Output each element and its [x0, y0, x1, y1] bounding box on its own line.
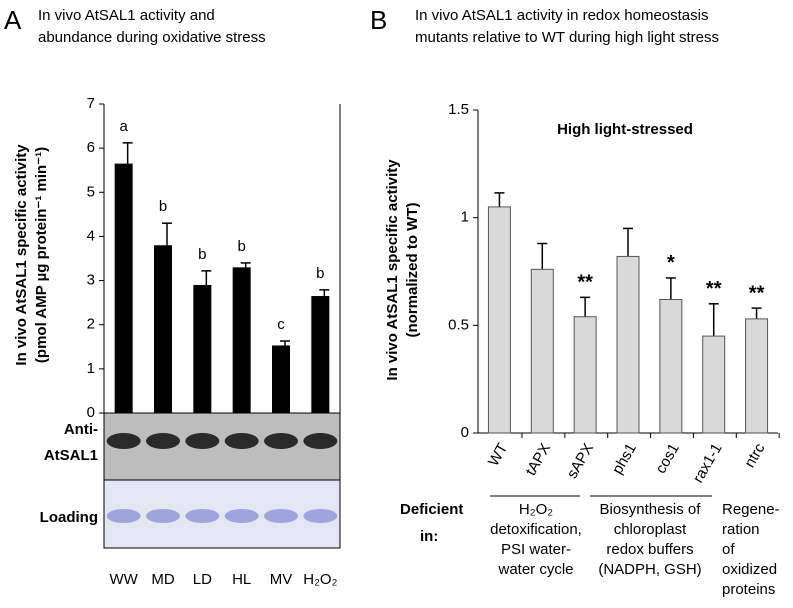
y-tick-label: 4	[87, 227, 95, 244]
group-label: H₂O₂	[519, 501, 553, 518]
blot-band	[106, 433, 141, 449]
significance-label: **	[749, 282, 765, 304]
panel-label: A	[4, 5, 22, 35]
panel-title: In vivo AtSAL1 activity in redox homeost…	[415, 7, 708, 24]
loading-band	[106, 509, 141, 523]
x-tick-label: H₂O₂	[303, 571, 337, 588]
x-tick-label: MV	[270, 571, 293, 588]
bar	[272, 345, 290, 413]
x-tick-label: cos1	[652, 440, 683, 476]
y-tick-label: 0.5	[448, 316, 469, 333]
blot-band	[224, 433, 259, 449]
x-tick-label: phs1	[609, 440, 640, 477]
group-label: of	[722, 541, 735, 558]
x-tick-label: LD	[193, 571, 212, 588]
x-tick-label: HL	[232, 571, 251, 588]
group-label: proteins	[722, 581, 775, 598]
loading-band	[224, 509, 259, 523]
group-label: ration	[722, 521, 760, 538]
blot-band	[185, 433, 220, 449]
bar	[154, 245, 172, 413]
group-label: PSI water-	[501, 541, 571, 558]
bar	[659, 298, 683, 434]
bar	[193, 284, 212, 413]
bar	[616, 255, 640, 434]
loading-band	[146, 509, 180, 523]
group-label: detoxification,	[490, 521, 582, 538]
x-tick-label: sAPX	[564, 440, 597, 481]
y-tick-label: 7	[87, 95, 95, 112]
bar	[702, 335, 726, 434]
significance-label: c	[277, 316, 285, 333]
x-tick-label: tAPX	[522, 440, 554, 478]
y-tick-label: 1	[461, 209, 469, 226]
bar	[232, 267, 251, 413]
y-axis-label: (normalized to WT)	[404, 203, 421, 338]
blot-label: Loading	[40, 509, 98, 526]
significance-label: *	[667, 252, 675, 274]
significance-label: b	[159, 198, 167, 215]
x-tick-label: WT	[485, 440, 511, 469]
group-label: oxidized	[722, 561, 777, 578]
y-axis-label: (pmol AMP µg protein⁻¹ min⁻¹)	[33, 147, 50, 363]
loading-band	[264, 509, 298, 523]
bar	[311, 296, 330, 413]
blot-band	[146, 433, 180, 449]
group-label: Regene-	[722, 501, 780, 518]
significance-label: **	[706, 278, 722, 300]
inner-title: High light-stressed	[557, 121, 693, 138]
bar	[114, 163, 133, 413]
y-tick-label: 1	[87, 360, 95, 377]
y-tick-label: 0	[461, 424, 469, 441]
group-label: redox buffers	[606, 541, 693, 558]
x-tick-label: WW	[110, 571, 139, 588]
group-label: water cycle	[497, 561, 573, 578]
significance-label: **	[577, 272, 593, 294]
y-axis-label: In vivo AtSAL1 specific activity	[13, 144, 30, 366]
y-tick-label: 2	[87, 316, 95, 333]
panel-label: B	[370, 5, 387, 35]
y-tick-label: 0	[87, 404, 95, 421]
loading-background	[104, 480, 340, 548]
bar	[530, 268, 554, 434]
significance-label: b	[316, 265, 324, 282]
significance-label: b	[198, 246, 206, 263]
group-label: chloroplast	[614, 521, 687, 538]
blot-label: AtSAL1	[44, 447, 98, 464]
blot-band	[264, 433, 298, 449]
panel-title: mutants relative to WT during high light…	[415, 29, 719, 46]
y-tick-label: 6	[87, 139, 95, 156]
y-tick-label: 1.5	[448, 101, 469, 118]
bar	[487, 206, 511, 434]
y-axis-label: In vivo AtSAL1 specific activity	[384, 159, 401, 381]
significance-label: b	[237, 238, 245, 255]
loading-band	[185, 509, 220, 523]
significance-label: a	[119, 118, 128, 135]
x-tick-label: rax1-1	[690, 440, 726, 485]
x-tick-label: ntrc	[741, 440, 768, 471]
blot-label: Anti-	[64, 421, 98, 438]
panel-title: abundance during oxidative stress	[38, 29, 266, 46]
bar	[573, 316, 597, 434]
y-tick-label: 5	[87, 183, 95, 200]
y-tick-label: 3	[87, 272, 95, 289]
groups-label: in:	[420, 528, 438, 545]
panel-title: In vivo AtSAL1 activity and	[38, 7, 215, 24]
x-tick-label: MD	[151, 571, 174, 588]
blot-background	[104, 413, 340, 480]
group-label: Biosynthesis of	[600, 501, 702, 518]
groups-label: Deficient	[400, 501, 463, 518]
blot-band	[303, 433, 338, 449]
loading-band	[303, 509, 338, 523]
group-label: (NADPH, GSH)	[598, 561, 701, 578]
bar	[745, 318, 769, 434]
